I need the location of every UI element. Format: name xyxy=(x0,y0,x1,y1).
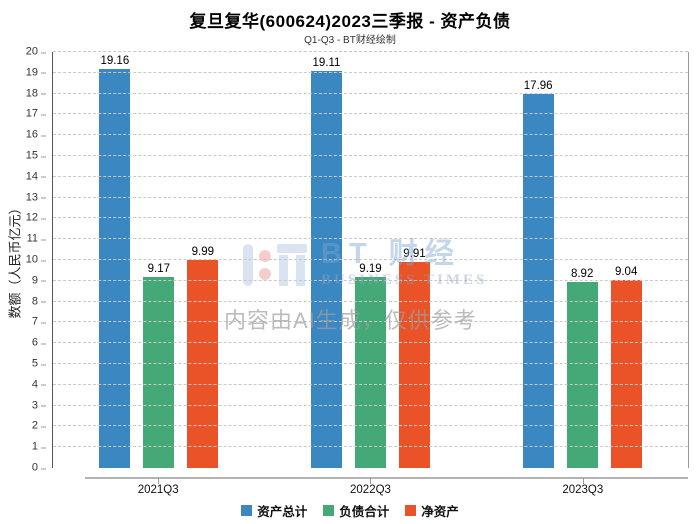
bar-value-label: 9.99 xyxy=(191,246,215,259)
gridline xyxy=(53,446,688,448)
bar-group: 17.96 8.92 9.04 xyxy=(522,52,642,468)
gridline xyxy=(53,383,688,385)
gridline xyxy=(53,113,688,115)
bar-groups: 19.16 9.17 9.99 19.11 9.19 9.91 17.96 8.92 9.04 xyxy=(53,52,688,468)
y-tick-label: 18 xyxy=(25,87,47,100)
y-tick-label: 11 xyxy=(26,232,47,245)
legend-swatch xyxy=(405,505,417,516)
y-tick-label: 1 xyxy=(31,440,47,453)
gridline xyxy=(53,51,688,52)
y-tick-label: 8 xyxy=(31,295,47,308)
bar-wrap: 19.16 xyxy=(99,52,131,468)
bar-wrap: 8.92 xyxy=(566,52,598,468)
y-tick-label: 2 xyxy=(31,419,47,432)
gridline xyxy=(53,217,688,219)
gridline xyxy=(53,279,688,281)
gridline xyxy=(53,175,688,177)
bar-2022Q3-净资产 xyxy=(399,261,430,468)
bar-2023Q3-净资产 xyxy=(610,279,642,468)
gridline xyxy=(53,196,688,198)
x-axis-line xyxy=(85,477,688,479)
bar-wrap: 19.11 xyxy=(311,52,342,468)
legend-item: 资产总计 xyxy=(241,501,307,520)
bar-group: 19.16 9.17 9.99 xyxy=(99,52,219,468)
bar-value-label: 8.92 xyxy=(570,268,594,281)
gridline xyxy=(53,425,688,427)
bar-value-label: 19.16 xyxy=(100,55,130,68)
bar-wrap: 9.99 xyxy=(187,52,219,468)
y-tick-label: 17 xyxy=(25,107,47,120)
bar-2021Q3-净资产 xyxy=(187,260,219,468)
bar-wrap: 9.17 xyxy=(143,52,175,468)
y-tick-label: 20 xyxy=(25,45,47,58)
legend-swatch xyxy=(323,505,335,516)
y-tick-label: 16 xyxy=(25,128,47,141)
y-tick-label: 15 xyxy=(25,149,47,162)
y-tick-label: 19 xyxy=(25,66,47,79)
gridline xyxy=(53,259,688,260)
bar-2023Q3-资产总计 xyxy=(522,94,554,468)
bar-wrap: 9.91 xyxy=(399,52,430,468)
x-tick-label: 2022Q3 xyxy=(350,484,391,496)
bar-2021Q3-资产总计 xyxy=(99,69,131,468)
y-tick-label: 12 xyxy=(25,211,47,224)
chart-subtitle: Q1-Q3 - BT财经绘制 xyxy=(304,35,396,46)
bar-2022Q3-负债合计 xyxy=(355,276,386,468)
gridline xyxy=(53,155,688,156)
bar-2021Q3-负债合计 xyxy=(143,277,175,468)
bar-value-label: 9.91 xyxy=(403,247,426,260)
gridline xyxy=(53,342,688,344)
x-axis-ticks xyxy=(52,478,689,484)
y-tick-label: 10 xyxy=(25,253,47,266)
bar-value-label: 19.11 xyxy=(312,56,341,69)
bar-value-label: 17.96 xyxy=(523,80,553,93)
gridline xyxy=(53,300,688,302)
bar-wrap: 17.96 xyxy=(522,52,554,468)
legend-item: 净资产 xyxy=(405,501,459,520)
bar-wrap: 9.19 xyxy=(355,52,386,468)
bar-group-slot: 17.96 8.92 9.04 xyxy=(476,52,688,468)
legend-swatch xyxy=(241,505,253,516)
y-tick-label: 4 xyxy=(31,378,47,391)
bar-group-slot: 19.16 9.17 9.99 xyxy=(53,52,265,468)
y-axis: 0 1 2 3 4 5 6 7 8 9 10 11 12 13 14 15 16 17 18 19 20 xyxy=(0,46,47,473)
x-axis-labels: 2021Q3 2022Q3 2023Q3 xyxy=(52,484,689,496)
x-tick-label: 2021Q3 xyxy=(137,484,179,496)
plot-area: 19.16 9.17 9.99 19.11 9.19 9.91 17.96 8.92 9.04 … xyxy=(52,51,689,468)
bar-value-label: 9.04 xyxy=(614,265,638,278)
y-tick-label: 6 xyxy=(31,336,47,349)
bar-group: 19.11 9.19 9.91 xyxy=(311,52,430,468)
bar-group-slot: 19.11 9.19 9.91 xyxy=(265,52,477,468)
legend-label: 负债合计 xyxy=(339,505,390,519)
gridline xyxy=(53,363,688,364)
chart-title: 复旦复华(600624)2023三季报 - 资产负债 xyxy=(189,12,511,31)
y-tick-label: 0 xyxy=(31,461,47,474)
gridline xyxy=(53,92,688,94)
gridline xyxy=(53,238,688,240)
y-tick-label: 7 xyxy=(31,315,47,328)
bar-value-label: 9.19 xyxy=(359,262,382,275)
y-tick-label: 5 xyxy=(31,357,47,370)
gridline xyxy=(53,404,688,406)
bar-value-label: 9.17 xyxy=(147,263,171,276)
y-tick-label: 13 xyxy=(25,191,47,204)
x-tick-label: 2023Q3 xyxy=(562,484,604,496)
legend-item: 负债合计 xyxy=(323,501,389,520)
gridline xyxy=(53,321,688,323)
bar-2023Q3-负债合计 xyxy=(566,282,598,468)
gridline xyxy=(53,134,688,136)
y-tick-label: 14 xyxy=(25,170,47,183)
legend: 资产总计 负债合计 净资产 xyxy=(0,501,700,520)
y-tick-label: 3 xyxy=(31,399,47,412)
legend-label: 资产总计 xyxy=(257,505,308,519)
legend-label: 净资产 xyxy=(421,505,459,519)
bar-wrap: 9.04 xyxy=(610,52,642,468)
bar-2022Q3-资产总计 xyxy=(311,70,342,468)
y-tick-label: 9 xyxy=(31,274,47,287)
gridline xyxy=(53,71,688,73)
